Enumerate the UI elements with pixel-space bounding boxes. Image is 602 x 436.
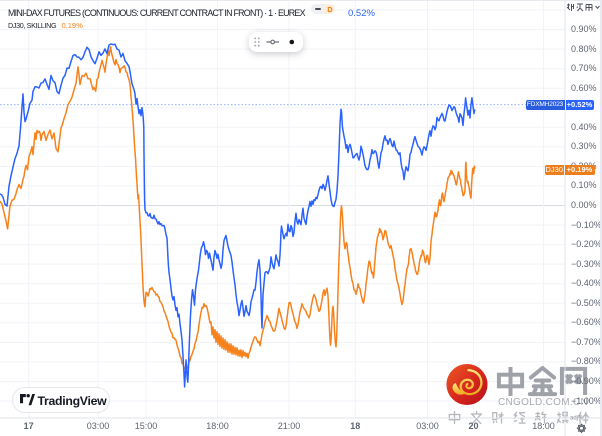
svg-text:adj%: adj% bbox=[570, 416, 584, 422]
